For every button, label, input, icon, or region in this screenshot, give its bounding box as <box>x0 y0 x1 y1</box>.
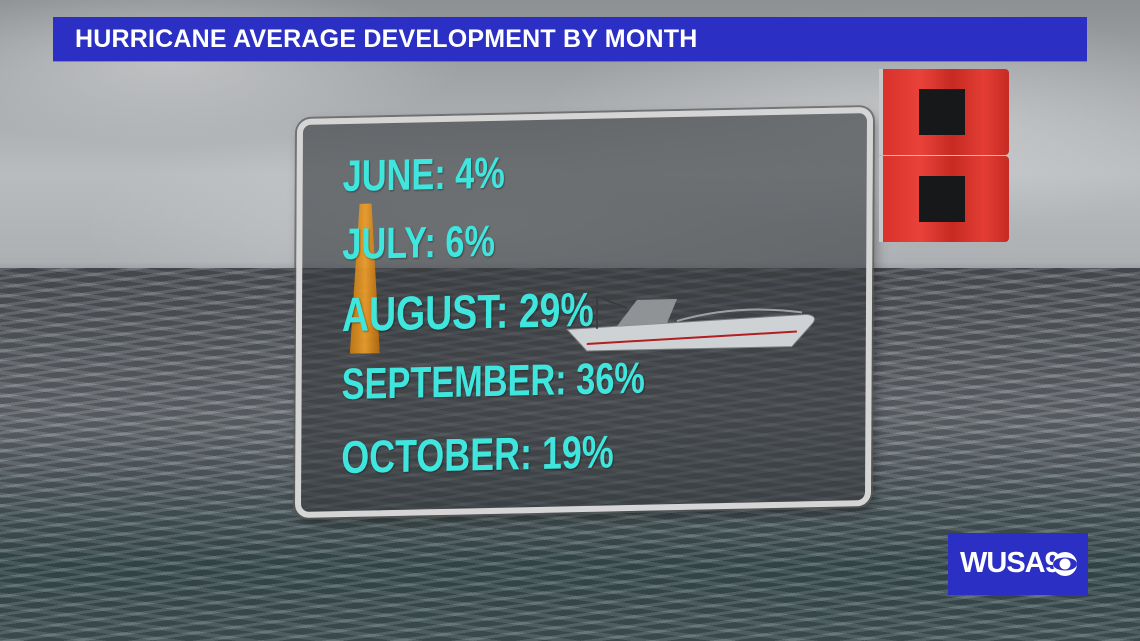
flag-square <box>919 89 965 135</box>
hurricane-warning-flag-bottom <box>879 156 1009 242</box>
flag-pole <box>879 69 883 155</box>
cbs-eye-icon <box>1053 552 1077 576</box>
page-title: HURRICANE AVERAGE DEVELOPMENT BY MONTH <box>75 25 698 53</box>
stat-august: AUGUST: 29% <box>341 283 594 343</box>
station-logo: WUSA9 <box>948 533 1088 595</box>
stat-september: SEPTEMBER: 36% <box>341 353 646 410</box>
hurricane-warning-flag-top <box>879 69 1009 155</box>
boat-image <box>565 295 816 352</box>
flag-square <box>919 176 965 222</box>
title-bar: HURRICANE AVERAGE DEVELOPMENT BY MONTH <box>53 17 1087 61</box>
stats-panel: JUNE: 4% JULY: 6% AUGUST: 29% SEPTEMBER:… <box>294 106 874 519</box>
flag-pole <box>879 156 883 242</box>
stat-october: OCTOBER: 19% <box>341 425 614 484</box>
stat-july: JULY: 6% <box>342 216 496 270</box>
logo-text: WUSA9 <box>960 547 1061 579</box>
stat-june: JUNE: 4% <box>342 148 505 202</box>
